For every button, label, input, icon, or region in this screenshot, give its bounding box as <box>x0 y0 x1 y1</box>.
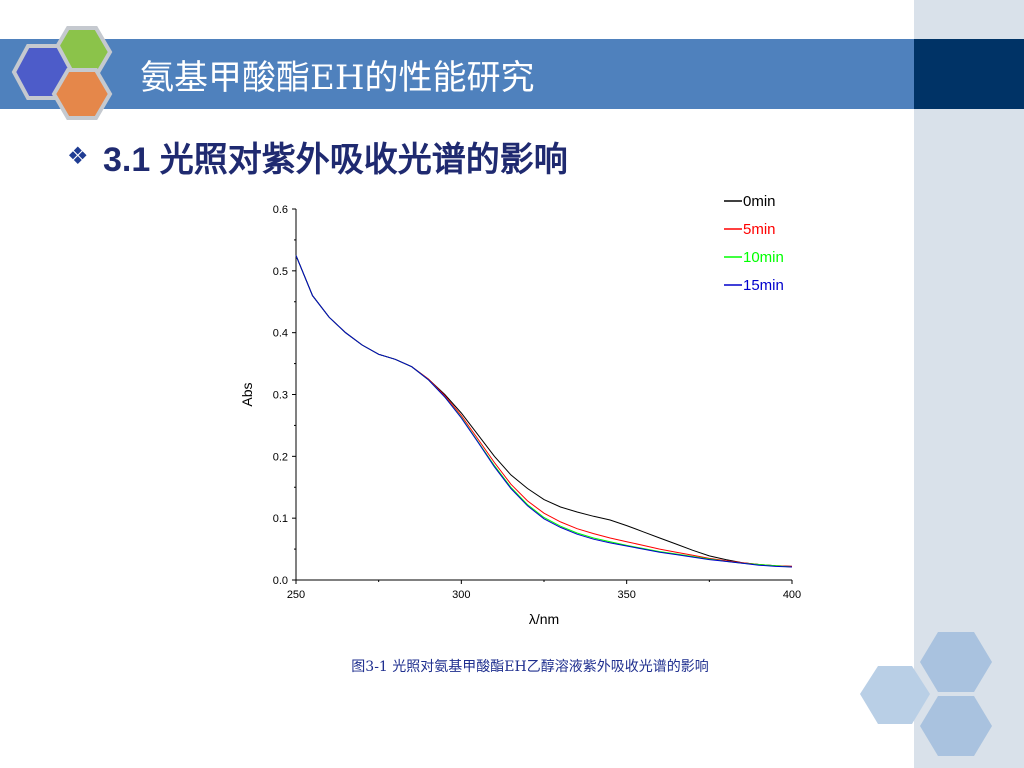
x-tick-label: 400 <box>783 589 801 601</box>
deco-hexagon-left-icon <box>860 666 930 724</box>
decorative-hexagons-icon <box>860 632 992 756</box>
series-line-5min <box>295 255 793 567</box>
y-tick-label: 0.1 <box>273 513 288 525</box>
x-tick-label: 250 <box>287 589 305 601</box>
y-tick-label: 0.5 <box>273 266 288 278</box>
legend-label-10min: 10min <box>743 249 784 266</box>
x-tick-label: 300 <box>452 589 470 601</box>
legend-label-5min: 5min <box>743 221 776 238</box>
y-tick-label: 0.6 <box>273 204 288 216</box>
uv-absorption-chart: 0.0 0.1 0.2 0.3 0.4 0.5 0.6 250 300 350 400 λ/nm Abs… <box>239 193 801 627</box>
x-tick-label: 350 <box>617 589 635 601</box>
hexagon-orange-icon <box>51 68 113 120</box>
legend-label-0min: 0min <box>743 193 776 210</box>
title-bar <box>0 39 914 109</box>
figure-caption: 图3-1 光照对氨基甲酸酯EH乙醇溶液紫外吸收光谱的影响 <box>351 659 709 675</box>
deco-hexagon-top-icon <box>920 632 992 692</box>
y-tick-label: 0.2 <box>273 451 288 463</box>
section-heading: 3.1 光照对紫外吸收光谱的影响 <box>103 141 568 179</box>
series-line-10min <box>295 255 793 568</box>
x-axis-label: λ/nm <box>529 611 559 627</box>
y-axis-label: Abs <box>239 382 255 406</box>
series-line-15min <box>295 255 793 568</box>
y-tick-label: 0.3 <box>273 390 288 402</box>
legend-label-15min: 15min <box>743 277 784 294</box>
y-tick-label: 0.0 <box>273 575 288 587</box>
diamond-bullet-icon: ❖ <box>67 143 89 170</box>
page-title: 氨基甲酸酯EH的性能研究 <box>140 58 535 98</box>
series-line-0min <box>295 255 793 567</box>
y-tick-label: 0.4 <box>273 328 288 340</box>
hexagon-logo-icon <box>11 26 113 120</box>
title-bar-accent <box>914 39 1024 109</box>
deco-hexagon-bottom-icon <box>920 696 992 756</box>
